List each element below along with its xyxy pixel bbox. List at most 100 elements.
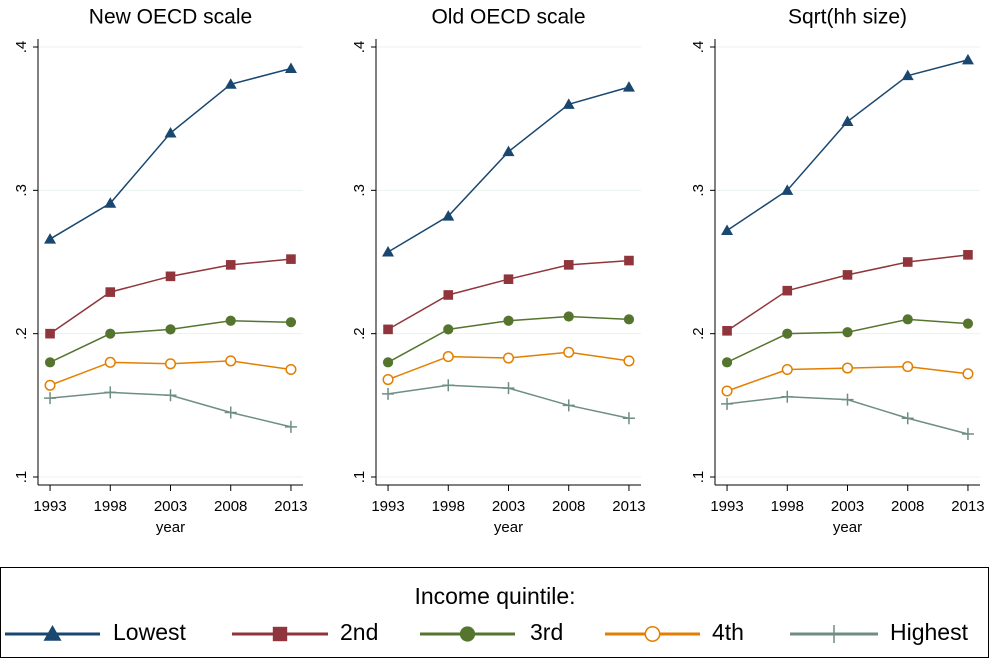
marker	[105, 328, 116, 339]
marker	[902, 257, 913, 267]
marker	[225, 315, 236, 326]
marker	[721, 385, 733, 397]
marker	[841, 115, 854, 127]
marker	[105, 287, 116, 297]
x-tick-label: 1993	[710, 498, 743, 515]
marker	[383, 324, 393, 335]
y-tick-label: .3	[351, 184, 368, 197]
marker	[721, 224, 734, 235]
marker	[781, 363, 793, 376]
y-tick-label: .3	[690, 184, 707, 197]
legend-label: Lowest	[113, 619, 186, 645]
marker	[284, 62, 297, 73]
series-line	[726, 318, 969, 364]
legend-marker	[644, 626, 661, 642]
x-axis-label: year	[494, 519, 523, 536]
marker	[104, 197, 117, 208]
marker	[563, 260, 574, 270]
x-tick-label: 2003	[492, 498, 525, 515]
x-axis-label: year	[156, 519, 185, 536]
legend-label: 3rd	[530, 619, 563, 645]
marker	[45, 328, 55, 339]
y-tick-label: .1	[13, 471, 30, 484]
series-line	[726, 254, 969, 332]
marker	[382, 373, 394, 386]
marker	[443, 290, 454, 300]
marker	[104, 356, 116, 368]
marker	[623, 314, 635, 325]
marker	[382, 357, 394, 368]
marker	[164, 127, 177, 138]
marker	[502, 145, 515, 157]
marker	[442, 210, 455, 221]
marker	[165, 324, 176, 335]
marker	[442, 379, 455, 392]
marker	[623, 355, 635, 367]
marker	[382, 387, 395, 400]
marker	[562, 399, 575, 412]
chart-title: New OECD scale	[89, 6, 252, 29]
marker	[164, 389, 177, 402]
marker	[562, 98, 575, 109]
marker	[622, 81, 635, 92]
marker	[104, 386, 117, 399]
marker	[841, 393, 854, 406]
marker	[624, 255, 634, 266]
marker	[44, 357, 56, 368]
x-tick-label: 2008	[552, 498, 585, 515]
marker	[962, 368, 974, 380]
x-tick-label: 1998	[771, 498, 804, 515]
marker	[503, 315, 514, 326]
marker	[443, 324, 454, 335]
marker	[901, 69, 914, 81]
x-tick-label: 2008	[214, 498, 247, 515]
marker	[502, 352, 515, 364]
legend-marker	[825, 625, 843, 643]
marker	[563, 311, 574, 322]
marker	[901, 412, 914, 425]
marker	[721, 397, 734, 410]
x-tick-label: 1998	[432, 498, 465, 515]
marker	[165, 271, 176, 282]
marker	[902, 314, 913, 325]
x-tick-label: 2008	[891, 498, 924, 515]
series-line	[726, 59, 969, 232]
legend-marker	[459, 626, 476, 642]
marker	[224, 406, 237, 419]
marker	[563, 346, 575, 358]
marker	[285, 317, 297, 328]
marker	[842, 327, 853, 338]
y-tick-label: .1	[690, 471, 707, 484]
marker	[781, 184, 794, 195]
marker	[961, 53, 974, 65]
marker	[782, 328, 793, 339]
marker	[961, 428, 974, 440]
y-tick-label: .3	[13, 184, 30, 197]
x-tick-label: 1993	[371, 498, 404, 515]
legend-marker	[272, 626, 288, 642]
y-tick-label: .4	[690, 41, 707, 54]
y-tick-label: .2	[13, 327, 30, 340]
marker	[382, 245, 395, 257]
marker	[284, 420, 297, 433]
marker	[622, 412, 635, 425]
marker	[224, 78, 237, 89]
x-tick-label: 2013	[612, 498, 645, 515]
marker	[44, 379, 56, 391]
y-tick-label: .2	[690, 327, 707, 340]
series-line	[49, 67, 292, 240]
marker	[225, 355, 237, 367]
legend-box	[0, 567, 989, 658]
chart-title: Sqrt(hh size)	[788, 6, 907, 29]
marker	[842, 270, 853, 280]
series-line	[387, 86, 630, 253]
marker	[721, 357, 733, 368]
marker	[781, 390, 794, 403]
marker	[502, 382, 515, 395]
legend-marker	[43, 625, 62, 641]
marker	[503, 274, 514, 284]
x-axis-label: year	[833, 519, 862, 536]
legend-label: 2nd	[340, 619, 378, 645]
x-tick-label: 2003	[831, 498, 864, 515]
